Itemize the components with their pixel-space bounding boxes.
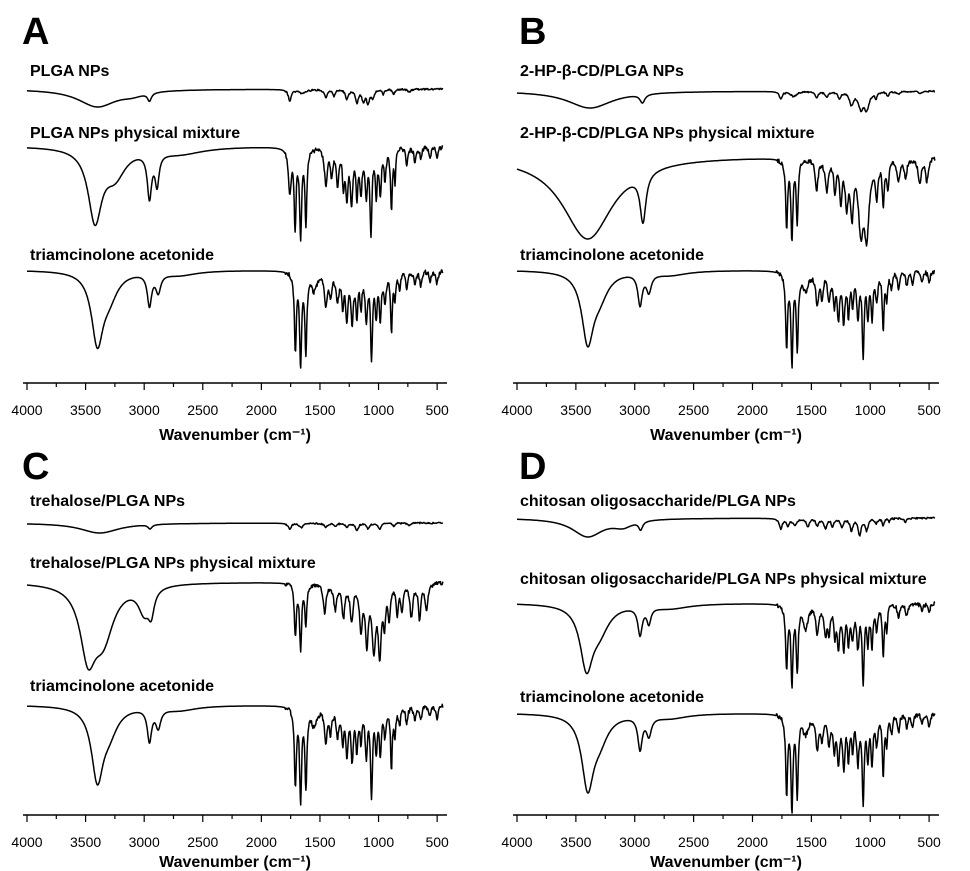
trace-label: chitosan oligosaccharide/PLGA NPs physic… [520, 571, 927, 588]
spectrum-line [516, 156, 936, 247]
x-axis-title: Wavenumber (cm⁻¹) [159, 427, 311, 444]
panel-A: A 4000 3500 3000 2500 2000 1500 1000 500 Wavenumb… [11, 11, 449, 444]
x-tick-label: 2500 [678, 834, 709, 850]
x-axis-title: Wavenumber (cm⁻¹) [650, 854, 802, 871]
x-tick-label: 3500 [560, 402, 591, 418]
x-tick-label: 3500 [560, 834, 591, 850]
x-tick-label: 3500 [70, 834, 101, 850]
x-tick-label: 3500 [70, 402, 101, 418]
x-tick-label: 500 [425, 402, 449, 418]
x-tick-label: 4000 [11, 402, 42, 418]
trace-label: chitosan oligosaccharide/PLGA NPs [520, 493, 796, 510]
x-tick-label: 2500 [187, 834, 218, 850]
panel-letter: B [519, 11, 546, 53]
trace-label: triamcinolone acetonide [520, 689, 704, 706]
x-tick-label: 2000 [246, 834, 277, 850]
x-tick-label: 500 [917, 402, 941, 418]
panel-C: C 4000 3500 3000 2500 2000 1500 1000 500 Wavenumb… [11, 446, 449, 871]
spectrum-line [516, 89, 936, 113]
x-tick-label: 3000 [129, 834, 160, 850]
trace-label: PLGA NPs [30, 63, 110, 80]
panel-D: D 4000 3500 3000 2500 2000 1500 1000 500 Wavenumb… [501, 446, 941, 871]
spectrum-line [516, 269, 936, 369]
trace-label: PLGA NPs physical mixture [30, 125, 240, 142]
trace-label: triamcinolone acetonide [30, 247, 214, 264]
x-tick-label: 1500 [796, 402, 827, 418]
trace-label: triamcinolone acetonide [520, 247, 704, 264]
spectrum-line [26, 87, 444, 108]
x-tick-label: 3000 [619, 834, 650, 850]
x-tick-label: 3000 [619, 402, 650, 418]
x-tick-label: 4000 [501, 402, 532, 418]
panel-letter: A [22, 11, 49, 53]
x-tick-label: 500 [917, 834, 941, 850]
trace-label: 2-HP-β-CD/PLGA NPs physical mixture [520, 125, 815, 142]
x-tick-label: 3000 [129, 402, 160, 418]
x-tick-label: 2000 [737, 402, 768, 418]
trace-label: triamcinolone acetonide [30, 678, 214, 695]
spectrum-line [26, 145, 444, 242]
x-tick-label: 1000 [363, 402, 394, 418]
spectrum-line [26, 521, 444, 534]
x-tick-label: 1500 [304, 834, 335, 850]
panel-letter: C [22, 446, 49, 488]
x-tick-label: 1500 [304, 402, 335, 418]
x-tick-label: 4000 [501, 834, 532, 850]
spectrum-line [516, 601, 936, 689]
x-tick-label: 1000 [855, 834, 886, 850]
trace-label: trehalose/PLGA NPs [30, 493, 185, 510]
x-tick-label: 2500 [678, 402, 709, 418]
x-tick-label: 500 [425, 834, 449, 850]
x-tick-label: 4000 [11, 834, 42, 850]
spectrum-line [516, 516, 936, 538]
spectrum-line [516, 712, 936, 814]
x-tick-label: 2000 [246, 402, 277, 418]
trace-label: 2-HP-β-CD/PLGA NPs [520, 63, 684, 80]
trace-label: trehalose/PLGA NPs physical mixture [30, 555, 316, 572]
spectrum-line [26, 703, 444, 806]
panel-B: B 4000 3500 3000 2500 2000 1500 1000 500 Wavenumb… [501, 11, 941, 444]
x-axis-title: Wavenumber (cm⁻¹) [159, 854, 311, 871]
x-tick-label: 1000 [855, 402, 886, 418]
panel-letter: D [519, 446, 546, 488]
x-tick-label: 1000 [363, 834, 394, 850]
x-tick-label: 1500 [796, 834, 827, 850]
spectrum-line [26, 580, 444, 671]
x-tick-label: 2500 [187, 402, 218, 418]
x-tick-label: 2000 [737, 834, 768, 850]
x-axis-title: Wavenumber (cm⁻¹) [650, 427, 802, 444]
spectrum-line [26, 269, 444, 369]
